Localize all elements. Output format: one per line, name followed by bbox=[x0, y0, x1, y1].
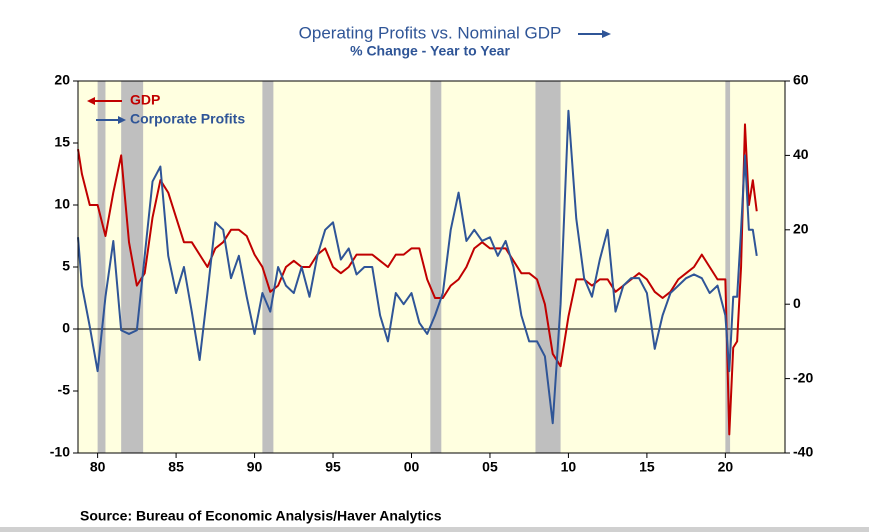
legend-label: Corporate Profits bbox=[130, 111, 245, 127]
title-arrow-head bbox=[602, 30, 611, 38]
y-tick-label: 5 bbox=[62, 258, 70, 274]
y-tick-label: -5 bbox=[58, 382, 71, 398]
bottom-bar bbox=[0, 527, 869, 532]
legend-label: GDP bbox=[130, 92, 160, 108]
y2-tick-label: -40 bbox=[793, 444, 813, 460]
y-tick-label: -10 bbox=[50, 444, 70, 460]
x-tick-label: 20 bbox=[718, 459, 734, 475]
y2-tick-label: 0 bbox=[793, 295, 801, 311]
x-tick-label: 95 bbox=[325, 459, 341, 475]
x-tick-label: 85 bbox=[168, 459, 184, 475]
y-tick-label: 10 bbox=[54, 196, 70, 212]
y2-tick-label: 40 bbox=[793, 146, 809, 162]
recession-band bbox=[430, 81, 442, 453]
y-tick-label: 20 bbox=[54, 72, 70, 88]
x-tick-label: 05 bbox=[482, 459, 498, 475]
x-tick-label: 90 bbox=[247, 459, 263, 475]
y-tick-label: 0 bbox=[62, 320, 70, 336]
recession-band bbox=[262, 81, 274, 453]
x-tick-label: 00 bbox=[404, 459, 420, 475]
x-tick-label: 15 bbox=[639, 459, 655, 475]
series-line bbox=[77, 109, 758, 425]
chart-title: Operating Profits vs. Nominal GDP bbox=[299, 23, 562, 42]
recession-band bbox=[725, 81, 731, 453]
x-tick-label: 80 bbox=[90, 459, 106, 475]
chart-subtitle: % Change - Year to Year bbox=[350, 43, 510, 59]
y-tick-label: 15 bbox=[54, 134, 70, 150]
recession-band bbox=[121, 81, 144, 453]
legend-arrow bbox=[87, 97, 95, 105]
source-note: Source: Bureau of Economic Analysis/Have… bbox=[80, 508, 442, 524]
series-line bbox=[77, 123, 758, 436]
legend-arrow bbox=[118, 116, 126, 124]
plot-frame bbox=[77, 80, 786, 454]
x-tick-label: 10 bbox=[561, 459, 577, 475]
recession-band bbox=[535, 81, 561, 453]
y2-tick-label: 60 bbox=[793, 72, 809, 88]
recession-band bbox=[97, 81, 106, 453]
y2-tick-label: -20 bbox=[793, 369, 813, 385]
y2-tick-label: 20 bbox=[793, 221, 809, 237]
